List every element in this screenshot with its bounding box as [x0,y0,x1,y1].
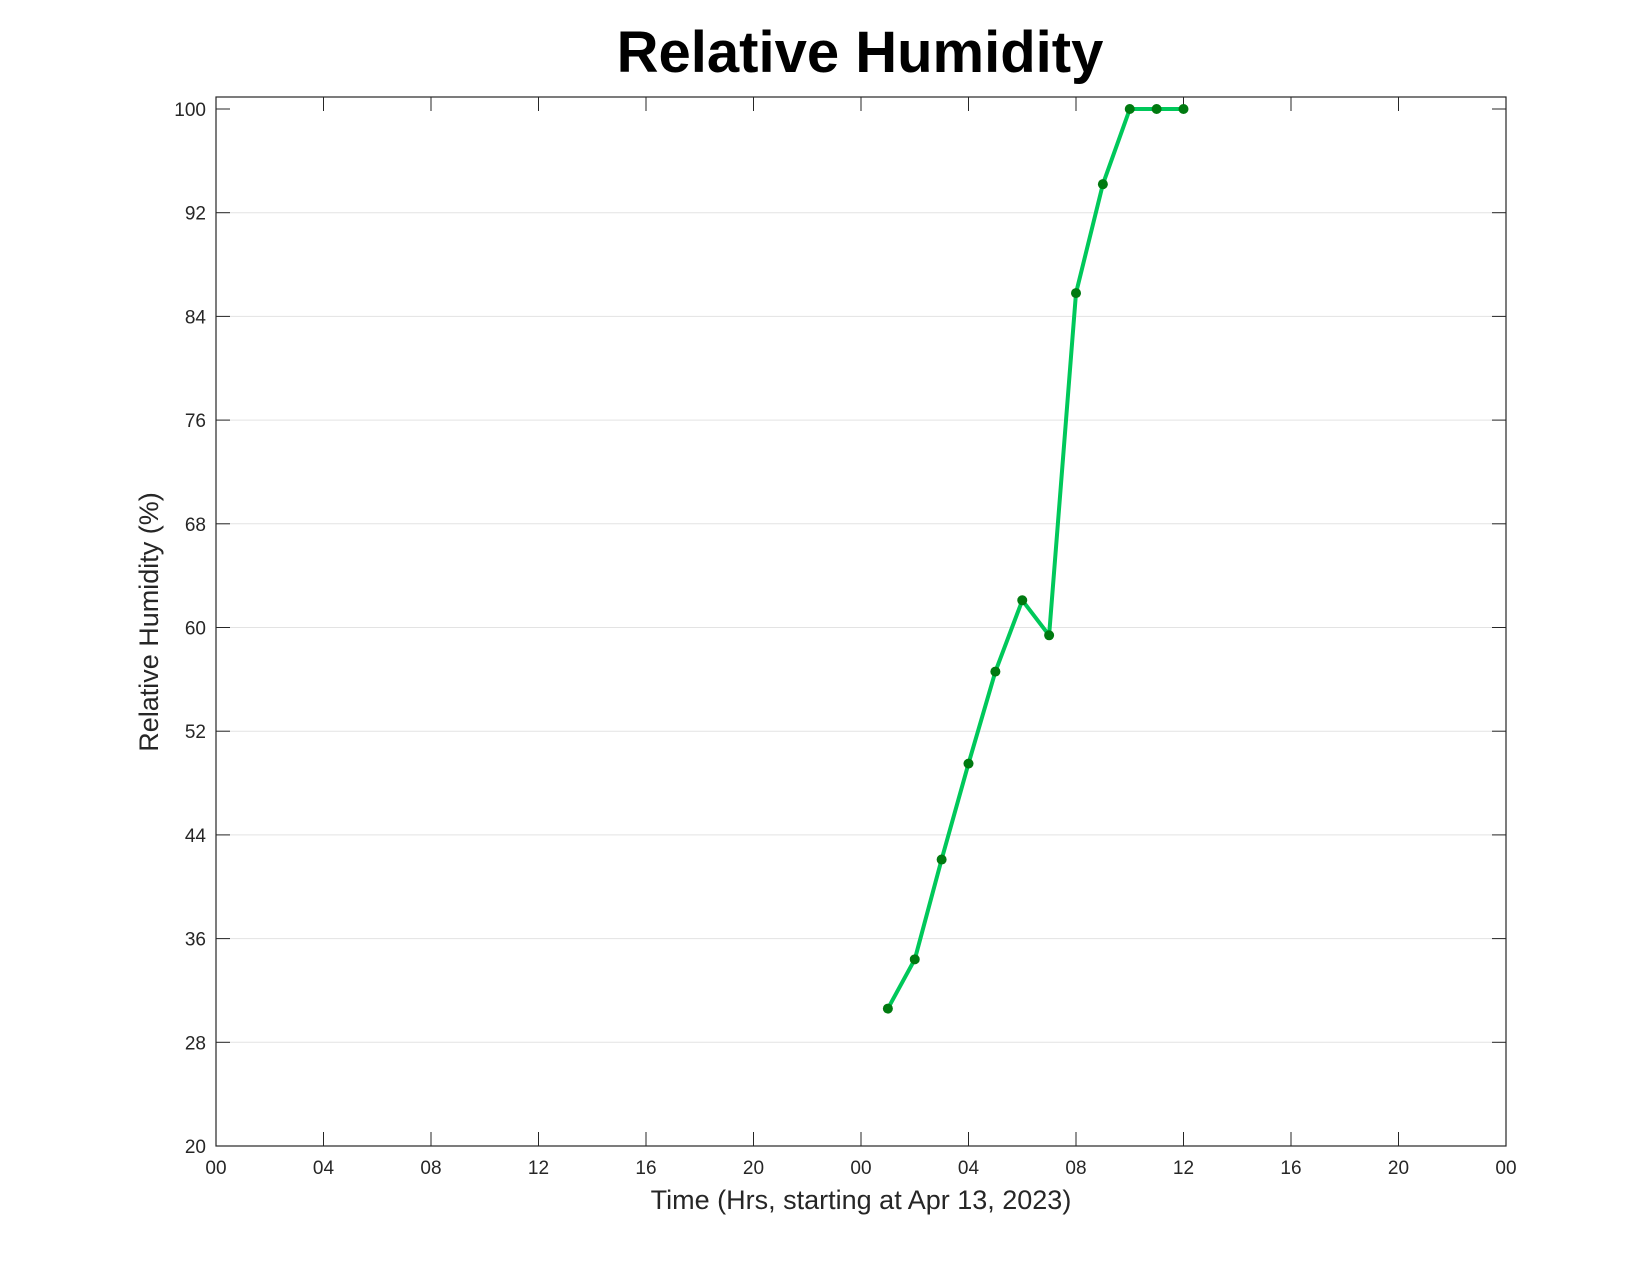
y-tick-label: 100 [174,100,206,121]
data-point [1178,104,1189,114]
y-tick-label: 76 [185,411,206,432]
data-point [909,954,920,965]
x-tick-label: 08 [420,1158,441,1179]
data-point [882,1003,893,1014]
x-tick-label: 20 [743,1158,764,1179]
data-point [990,666,1001,677]
data-point [1044,630,1055,641]
data-point [1071,288,1081,299]
data-point [1017,595,1028,606]
x-tick-label: 16 [1280,1158,1301,1179]
y-tick-label: 36 [185,930,206,951]
y-axis-label: Relative Humidity (%) [134,492,164,752]
x-tick-label: 00 [1495,1158,1516,1179]
data-point [936,854,947,865]
x-tick-label: 20 [1388,1158,1409,1179]
y-tick-label: 52 [185,722,206,743]
x-tick-label: 00 [850,1158,871,1179]
data-point [1151,104,1162,114]
x-tick-label: 12 [1173,1158,1194,1179]
data-point [963,758,974,769]
chart-title: Relative Humidity [617,20,1104,85]
y-tick-label: 84 [185,307,207,328]
y-axis-tick-labels: 20 28 36 44 52 60 68 76 84 92 100 [174,100,206,1158]
grid-lines [216,212,1506,1043]
y-tick-label: 68 [185,515,206,536]
x-tick-label: 08 [1065,1158,1086,1179]
y-tick-label: 44 [185,826,207,847]
axis-ticks [215,97,1507,1147]
x-axis-label: Time (Hrs, starting at Apr 13, 2023) [651,1185,1072,1215]
data-point [1124,104,1135,114]
plot-area-frame [215,96,1507,1147]
x-tick-label: 04 [958,1158,980,1179]
data-point [1097,179,1108,190]
y-tick-label: 92 [185,204,206,225]
y-tick-label: 60 [185,619,206,640]
x-tick-label: 04 [313,1158,335,1179]
x-tick-label: 16 [635,1158,656,1179]
x-axis-tick-labels: 00 04 08 12 16 20 00 04 08 12 16 20 00 [205,1158,1516,1179]
y-tick-label: 28 [185,1033,206,1054]
series-humidity [882,104,1189,1014]
x-tick-label: 12 [528,1158,549,1179]
x-tick-label: 00 [205,1158,226,1179]
series-line [885,107,1186,1011]
y-tick-label: 20 [185,1137,206,1158]
